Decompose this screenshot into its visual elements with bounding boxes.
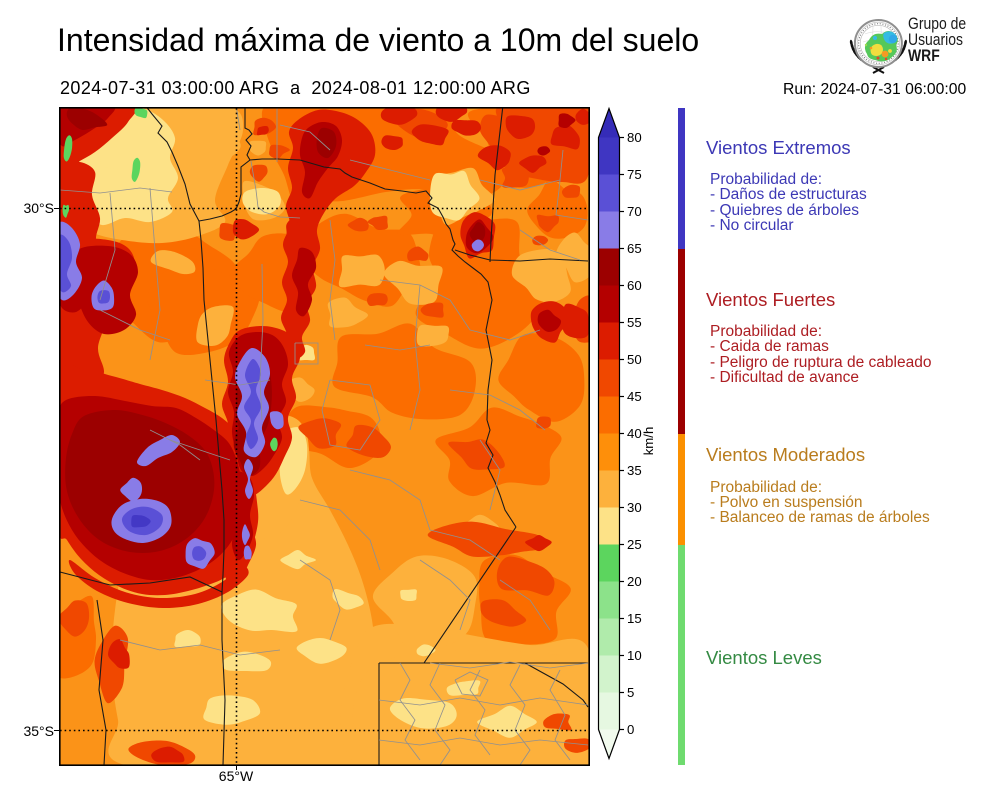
svg-text:15: 15 xyxy=(627,611,642,626)
svg-text:55: 55 xyxy=(627,315,642,330)
svg-text:75: 75 xyxy=(627,167,642,182)
svg-text:60: 60 xyxy=(627,278,642,293)
svg-text:5: 5 xyxy=(627,685,634,700)
svg-text:35: 35 xyxy=(627,463,642,478)
svg-text:50: 50 xyxy=(627,352,642,367)
svg-text:70: 70 xyxy=(627,204,642,219)
svg-text:65: 65 xyxy=(627,241,642,256)
svg-text:80: 80 xyxy=(627,130,642,145)
svg-text:0: 0 xyxy=(627,722,634,737)
svg-text:30: 30 xyxy=(627,500,642,515)
svg-text:20: 20 xyxy=(627,574,642,589)
svg-text:40: 40 xyxy=(627,426,642,441)
svg-text:25: 25 xyxy=(627,537,642,552)
svg-text:10: 10 xyxy=(627,648,642,663)
svg-text:km/h: km/h xyxy=(641,427,656,456)
svg-text:45: 45 xyxy=(627,389,642,404)
